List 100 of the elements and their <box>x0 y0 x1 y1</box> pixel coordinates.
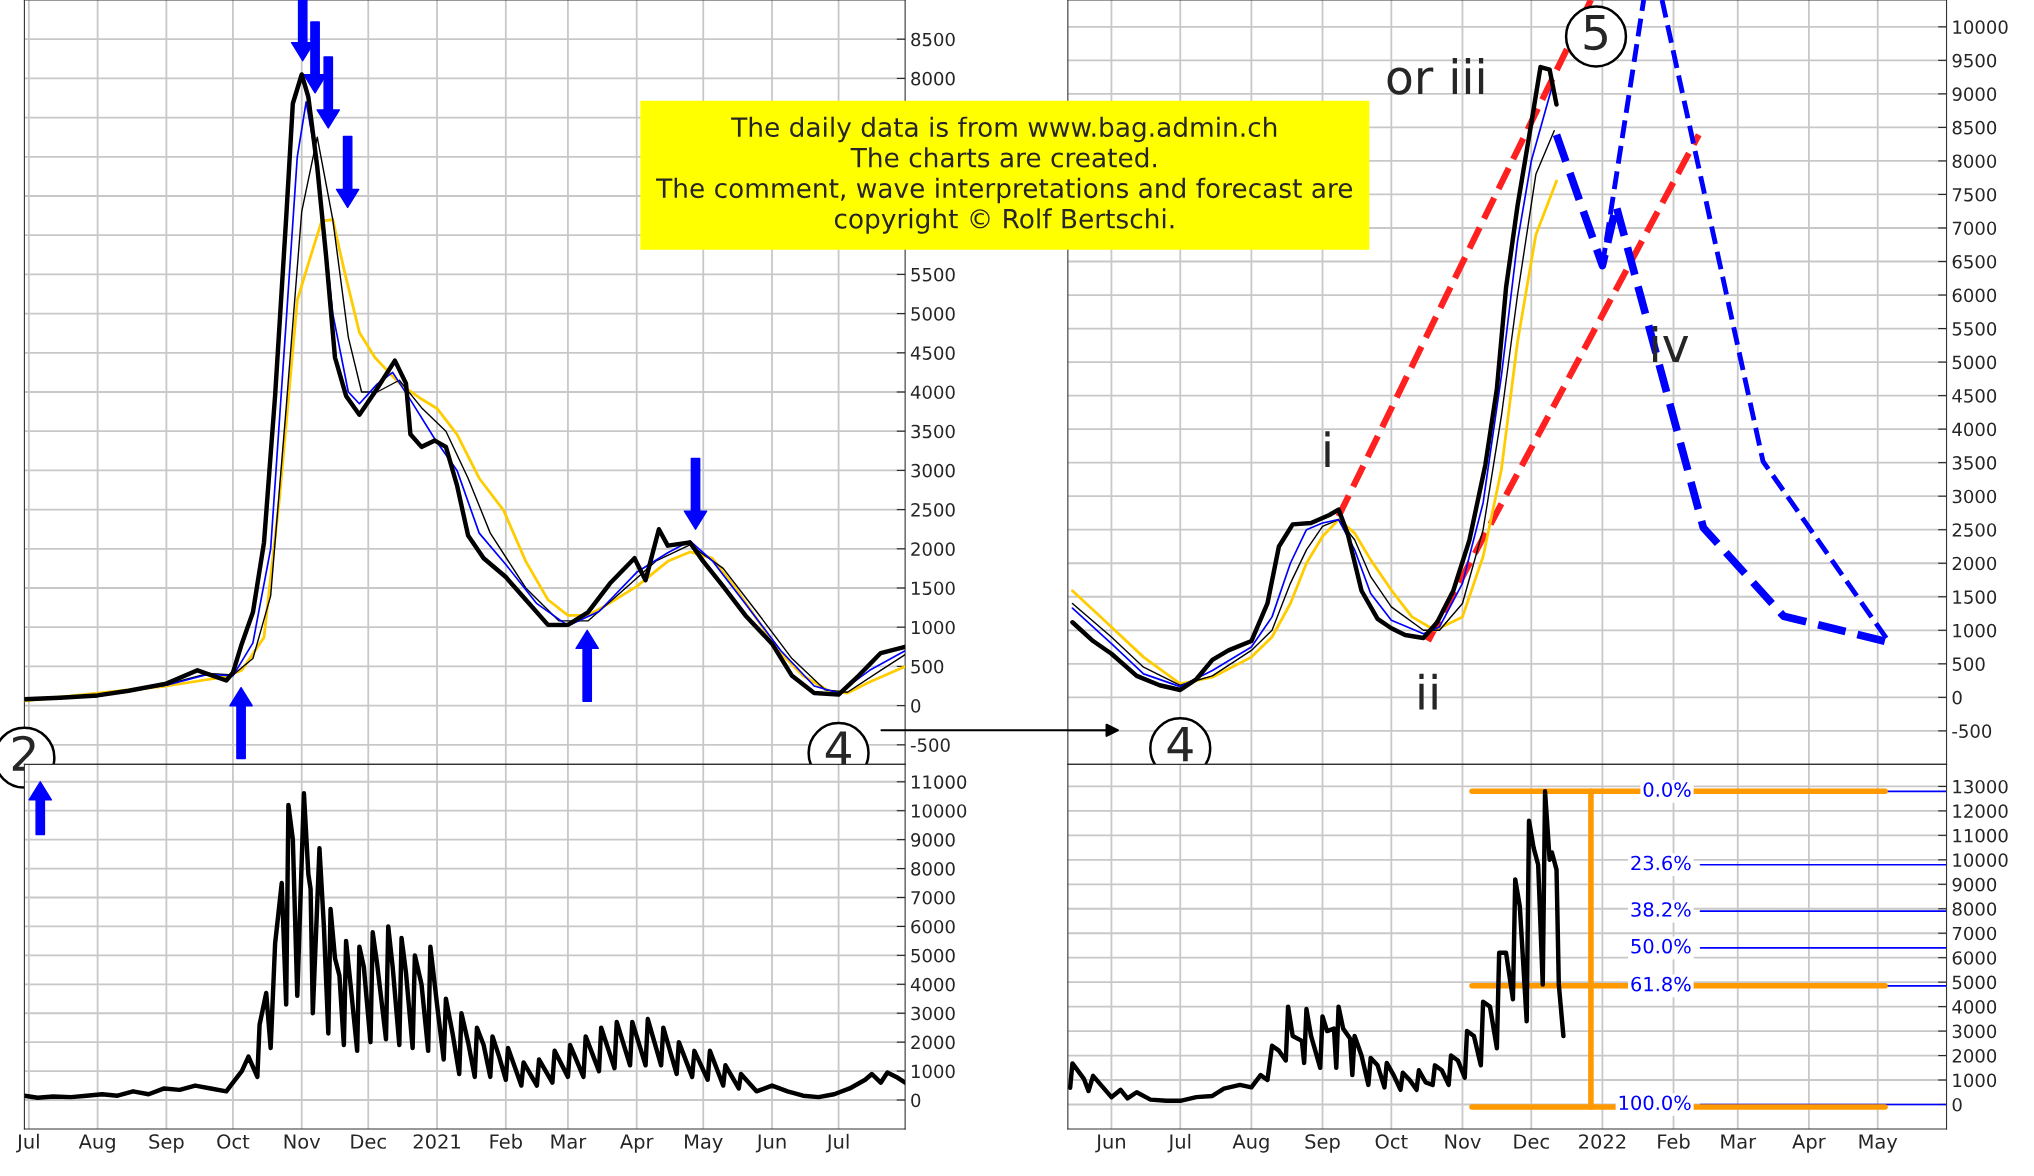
y-tick-label: 6500 <box>1952 254 1997 269</box>
x-tick-label: Sep <box>149 1134 184 1153</box>
y-tick-label: 1500 <box>911 581 955 596</box>
y-tick-label: 0 <box>1952 1097 1962 1112</box>
x-tick-label: Mar <box>551 1134 587 1149</box>
y-tick-label: 5000 <box>1952 355 1997 370</box>
y-tick-label: 9000 <box>1952 87 1997 101</box>
y-tick-label: 8000 <box>1952 902 1997 916</box>
y-tick-label: 13000 <box>1953 779 2008 794</box>
y-tick-label: 9000 <box>1952 877 1997 892</box>
y-tick-label: 3500 <box>1952 456 1997 470</box>
x-tick-label: May <box>685 1134 723 1153</box>
x-tick-label: Oct <box>1375 1134 1408 1149</box>
y-tick-label: 0 <box>911 699 921 713</box>
x-tick-label: Aug <box>78 1134 115 1153</box>
y-tick-label: 8500 <box>911 32 955 47</box>
x-tick-label: Feb <box>490 1133 522 1149</box>
y-tick-label: -500 <box>1952 724 1992 738</box>
annotation: The daily data is from www.bag.admin.ch The charts are created. The comment, wave interpretations and forecast are copyright © Rolf Bertschi. <box>656 116 1353 234</box>
x-tick-label: Jun <box>1095 1134 1125 1153</box>
y-tick-label: 4000 <box>910 977 955 992</box>
y-tick-label: 7500 <box>1952 187 1997 202</box>
x-tick-label: Mar <box>1721 1134 1757 1149</box>
annotation: 0.0% <box>1643 782 1691 797</box>
x-tick-label: May <box>1859 1134 1898 1153</box>
y-tick-label: 4500 <box>910 346 955 360</box>
y-tick-label: 12000 <box>1953 804 2008 818</box>
y-tick-label: 3000 <box>911 463 955 478</box>
annotation: 38.2% <box>1631 902 1691 917</box>
y-tick-label: 3000 <box>911 1006 955 1021</box>
x-tick-label: 2022 <box>1579 1134 1626 1149</box>
y-tick-label: 8500 <box>1952 120 1997 135</box>
y-tick-label: 3000 <box>1952 489 1997 504</box>
y-tick-label: 1000 <box>1953 623 1997 638</box>
y-tick-label: 2000 <box>1952 1049 1997 1063</box>
annotation: or iii <box>1387 58 1484 95</box>
x-tick-label: Jun <box>755 1134 786 1153</box>
y-tick-label: 11000 <box>1953 828 2008 843</box>
y-tick-label: 2000 <box>1952 556 1997 571</box>
x-tick-label: Nov <box>1445 1134 1481 1149</box>
y-tick-label: 0 <box>1952 690 1962 705</box>
y-tick-label: 9000 <box>911 833 955 847</box>
y-tick-label: 10000 <box>1953 853 2008 867</box>
y-tick-label: 5000 <box>911 307 955 321</box>
x-tick-label: Aug <box>1232 1134 1269 1153</box>
annotation: 100.0% <box>1619 1095 1691 1111</box>
annotation: 4 <box>1167 726 1193 762</box>
annotation: i <box>1325 431 1330 468</box>
x-tick-label: Sep <box>1305 1134 1340 1153</box>
y-tick-label: 1000 <box>911 1064 955 1079</box>
annotation: 61.8% <box>1631 976 1691 992</box>
y-tick-label: 4000 <box>910 385 955 400</box>
y-tick-label: 6000 <box>911 919 955 934</box>
y-tick-label: -500 <box>910 738 950 752</box>
y-tick-label: 9500 <box>1952 53 1997 68</box>
y-tick-label: 6000 <box>1952 951 1997 965</box>
y-tick-label: 6000 <box>1952 288 1997 303</box>
y-tick-label: 1500 <box>1953 590 1997 604</box>
annotation: 5 <box>1584 15 1607 51</box>
annotation: 4 <box>825 731 851 766</box>
y-tick-label: 5500 <box>911 267 955 282</box>
y-tick-label: 7000 <box>1952 221 1997 236</box>
x-tick-label: Oct <box>217 1134 250 1149</box>
x-tick-label: Dec <box>1514 1134 1549 1149</box>
annotation: 23.6% <box>1631 855 1691 871</box>
y-tick-label: 2000 <box>911 1035 955 1050</box>
annotation: ii <box>1419 673 1437 710</box>
x-tick-label: Feb <box>1658 1133 1690 1149</box>
y-tick-label: 500 <box>1952 657 1985 671</box>
y-tick-label: 8000 <box>1952 154 1997 169</box>
y-tick-label: 500 <box>911 659 944 674</box>
y-tick-label: 2500 <box>911 503 955 517</box>
x-tick-label: Apr <box>1792 1134 1826 1153</box>
x-tick-label: Dec <box>351 1134 386 1149</box>
x-tick-label: Jul <box>16 1133 39 1153</box>
y-tick-label: 11000 <box>911 775 967 789</box>
y-tick-label: 2000 <box>911 542 955 556</box>
annotation: 50.0% <box>1631 938 1691 954</box>
y-tick-label: 1000 <box>1953 1073 1997 1088</box>
y-tick-label: 5000 <box>911 948 955 963</box>
y-tick-label: 4000 <box>1952 422 1997 437</box>
y-tick-label: 8000 <box>911 862 955 876</box>
y-tick-label: 7000 <box>1952 926 1997 941</box>
y-tick-label: 2500 <box>1952 523 1997 537</box>
y-tick-label: 7000 <box>911 890 955 905</box>
y-tick-label: 10000 <box>1953 20 2008 34</box>
y-tick-label: 0 <box>911 1093 921 1108</box>
x-tick-label: 2021 <box>413 1134 460 1149</box>
y-tick-label: 3500 <box>911 424 955 439</box>
x-tick-label: Jul <box>1167 1133 1191 1153</box>
y-tick-label: 4000 <box>1952 1000 1997 1014</box>
y-tick-label: 1000 <box>911 620 955 635</box>
x-tick-label: Jul <box>825 1133 849 1153</box>
y-tick-label: 5500 <box>1952 322 1997 336</box>
x-tick-label: Apr <box>620 1134 654 1153</box>
y-tick-label: 8000 <box>911 71 955 86</box>
y-tick-label: 5000 <box>1952 975 1997 990</box>
y-tick-label: 3000 <box>1952 1024 1997 1039</box>
y-tick-label: 4500 <box>1952 389 1997 403</box>
y-tick-label: 10000 <box>911 804 967 818</box>
